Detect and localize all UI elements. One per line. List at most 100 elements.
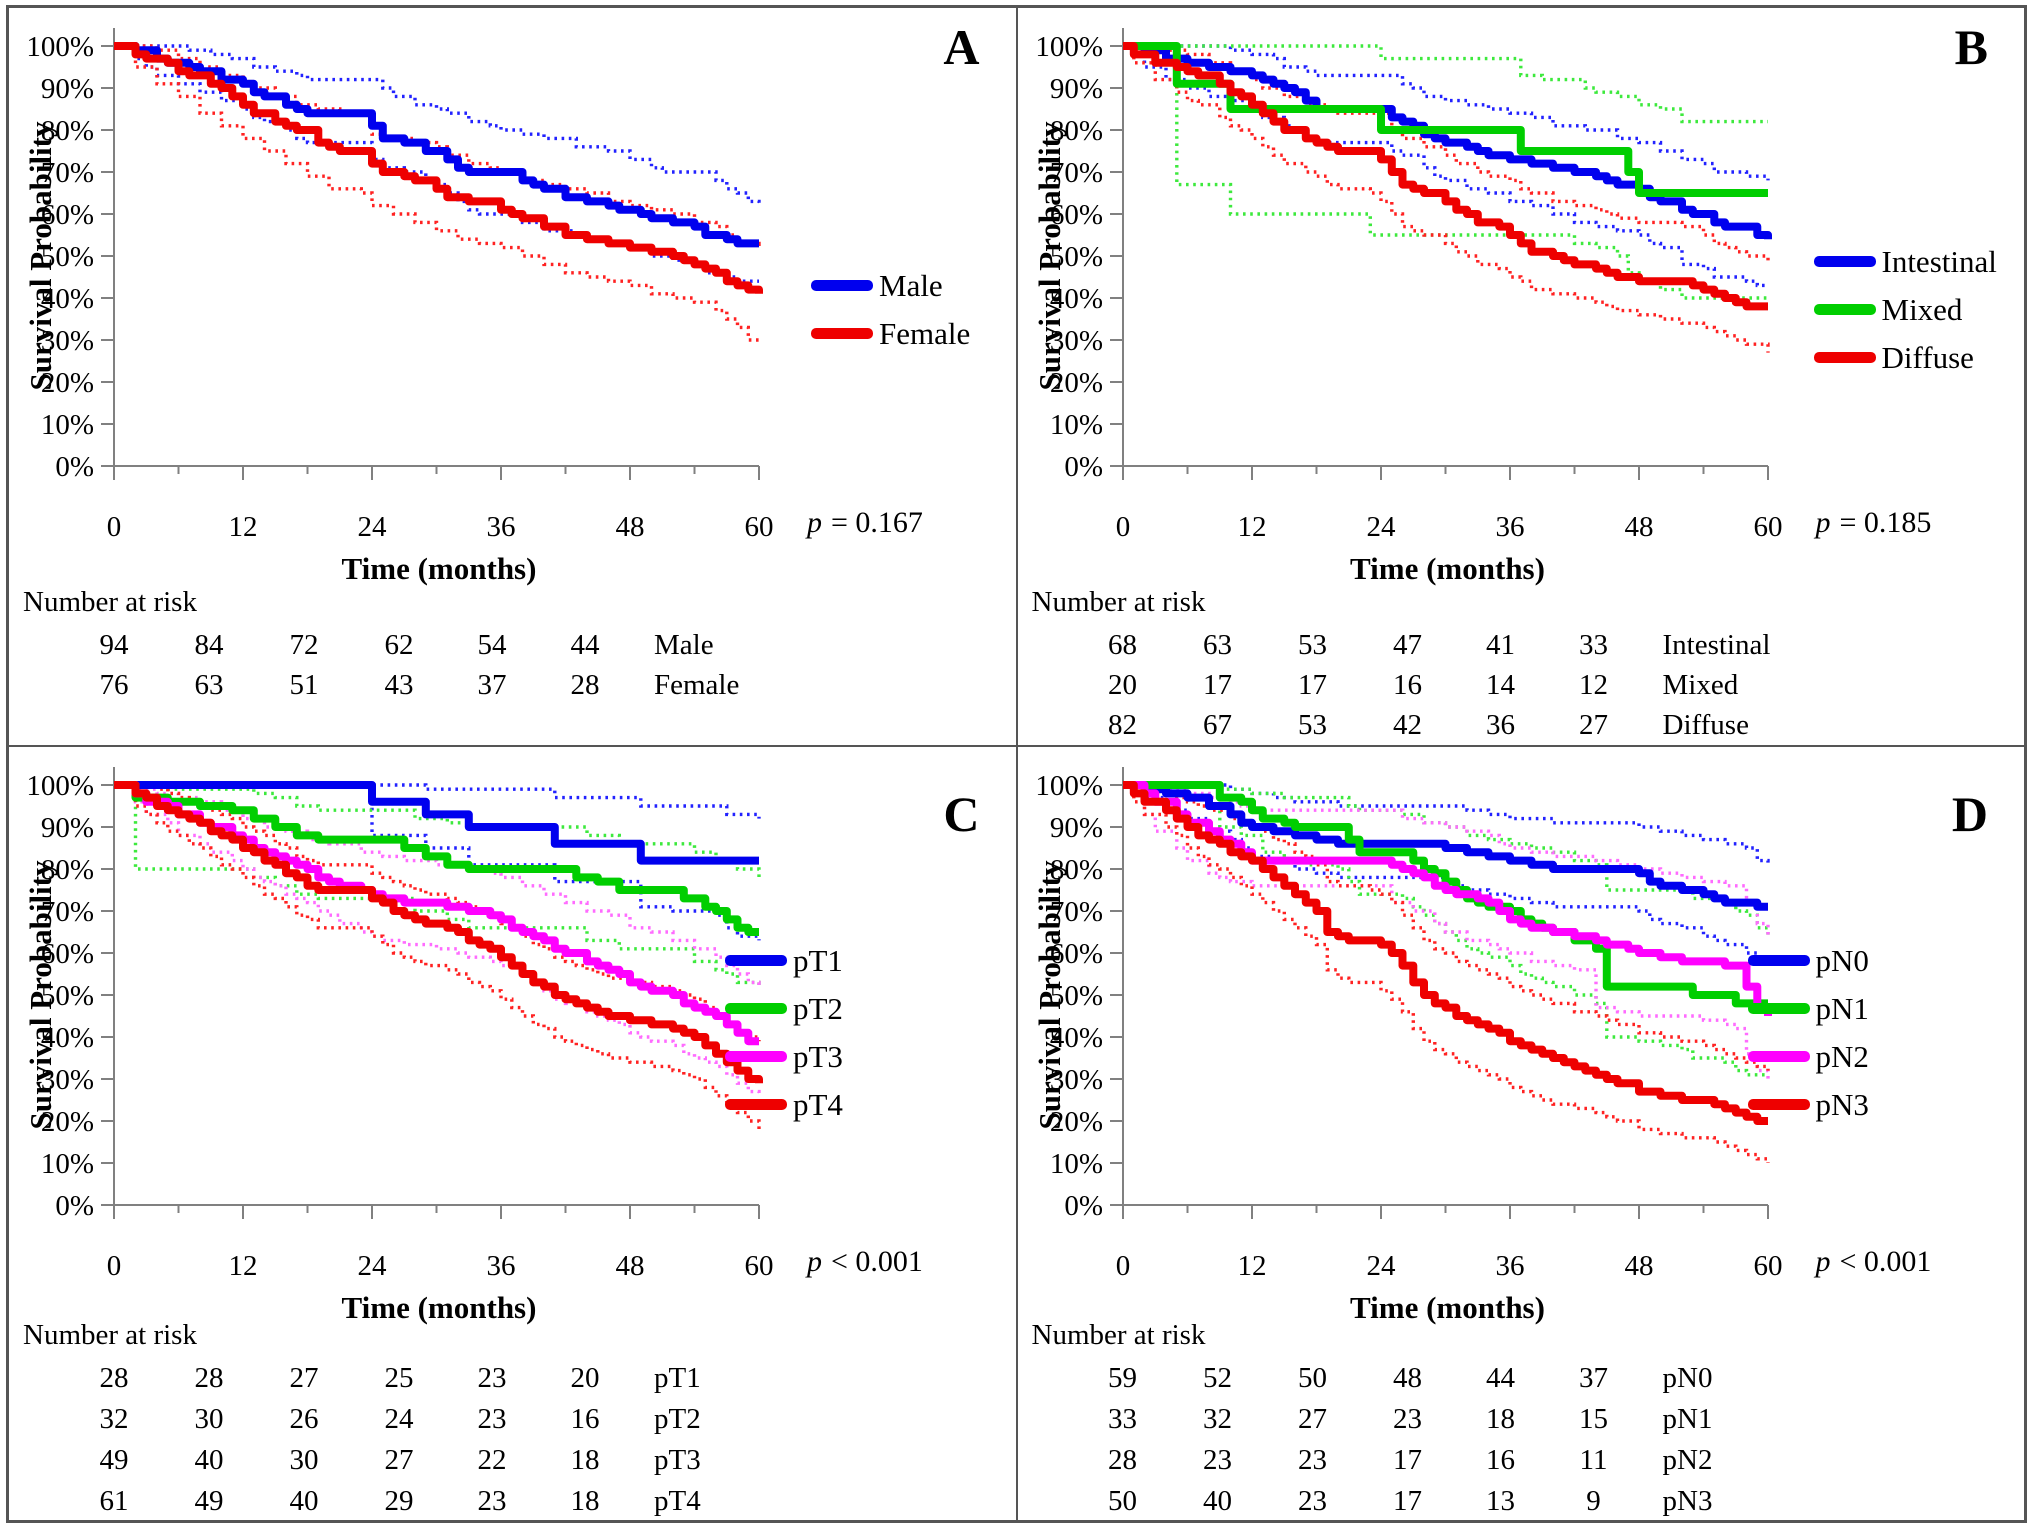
x-tick-label: 60 bbox=[1753, 1250, 1782, 1282]
y-tick-label: 100% bbox=[26, 31, 94, 63]
x-tick-label: 60 bbox=[1753, 511, 1782, 543]
tick-labels: 0% 10% 20% 30% 40% 50% 60% 70% 80% 90% 100% 0 12 24 36… bbox=[26, 770, 773, 1282]
risk-count: 33 bbox=[1579, 629, 1608, 661]
x-tick-label: 0 bbox=[107, 511, 122, 543]
risk-count: 24 bbox=[384, 1403, 414, 1435]
legend-label: pT1 bbox=[793, 943, 843, 978]
ci-upper-pT2 bbox=[114, 783, 761, 878]
risk-count: 28 bbox=[99, 1362, 129, 1394]
risk-table-rows: 68 63 53 47 41 33 Intestinal 20 17 17 16 14 12 Mixed 8… bbox=[1018, 625, 2025, 745]
x-axis-title: Time (months) bbox=[1350, 551, 1545, 586]
y-tick-label: 40% bbox=[1049, 283, 1102, 315]
plot-A: 0% 10% 20% 30% 40% 50% 60% 70% 80% 90% 100% 0 12 24 36… bbox=[26, 28, 774, 543]
risk-count: 18 bbox=[1486, 1403, 1515, 1435]
x-tick-label: 36 bbox=[487, 511, 516, 543]
x-axis-title: Time (months) bbox=[341, 551, 537, 586]
risk-row-label: Intestinal bbox=[1662, 629, 1771, 661]
risk-count: 51 bbox=[289, 669, 319, 701]
p-value: p < 0.001 bbox=[807, 1245, 923, 1279]
x-tick-label: 48 bbox=[1624, 511, 1653, 543]
legend-label: Female bbox=[879, 316, 971, 351]
tick-labels: 0% 10% 20% 30% 40% 50% 60% 70% 80% 90% 100% 0 12 24 36… bbox=[1035, 770, 1782, 1282]
risk-row-pN1: 33 32 27 23 18 15 pN1 bbox=[1018, 1399, 2025, 1440]
ci-lower-pN0 bbox=[1122, 783, 1770, 966]
x-tick-label: 12 bbox=[1237, 1250, 1266, 1282]
x-tick-label: 12 bbox=[229, 1250, 258, 1282]
legend-label: pN3 bbox=[1815, 1087, 1869, 1122]
y-tick-label: 80% bbox=[41, 854, 94, 886]
y-tick-label: 50% bbox=[1049, 980, 1102, 1012]
y-axis-title: Survival Probability bbox=[1031, 121, 1067, 391]
ci-lower-Diffuse bbox=[1122, 44, 1770, 353]
y-tick-label: 0% bbox=[55, 1190, 94, 1222]
axes bbox=[101, 767, 760, 1219]
survival-curve-pN1 bbox=[1122, 781, 1768, 1008]
ci-lower-pT1 bbox=[114, 783, 761, 941]
legend-item-pN2: pN2 bbox=[1747, 1039, 1869, 1074]
risk-count: 94 bbox=[99, 629, 129, 661]
ci-upper-Diffuse bbox=[1122, 44, 1770, 265]
y-tick-label: 30% bbox=[1049, 325, 1102, 357]
risk-count: 27 bbox=[1298, 1403, 1327, 1435]
ci-lower-pT3 bbox=[114, 783, 761, 1096]
risk-count: 40 bbox=[289, 1485, 319, 1517]
risk-count: 20 bbox=[570, 1362, 600, 1394]
risk-count: 53 bbox=[1298, 709, 1327, 741]
axes bbox=[1109, 767, 1769, 1219]
risk-table-rows: 59 52 50 48 44 37 pN0 33 32 27 23 18 15 pN1 28 23 23 17 16… bbox=[1018, 1358, 2025, 1520]
risk-row-pT3: 49 40 30 27 22 18 pT3 bbox=[9, 1440, 1016, 1481]
y-tick-label: 20% bbox=[1049, 1106, 1102, 1138]
p-value: p = 0.167 bbox=[807, 506, 923, 540]
risk-count: 40 bbox=[194, 1444, 224, 1476]
y-axis-title: Survival Probability bbox=[23, 121, 58, 391]
y-tick-label: 0% bbox=[1064, 451, 1103, 483]
risk-table-rows: 94 84 72 62 54 44 Male 76 63 51 43 37 28 Female bbox=[9, 625, 1016, 705]
risk-row-label: Female bbox=[654, 669, 740, 701]
risk-row-label: pT3 bbox=[654, 1444, 701, 1476]
axes bbox=[1109, 28, 1769, 480]
legend-item-pN1: pN1 bbox=[1747, 993, 1869, 1024]
legend-swatch-pN2 bbox=[1747, 1051, 1810, 1062]
x-tick-label: 24 bbox=[358, 1250, 388, 1282]
legend-label: Intestinal bbox=[1881, 244, 1997, 279]
y-tick-label: 50% bbox=[1049, 241, 1102, 273]
risk-row-Female: 76 63 51 43 37 28 Female bbox=[9, 665, 1016, 705]
km-survival-figure: 0% 10% 20% 30% 40% 50% 60% 70% 80% 90% 100% 0 12 24 36… bbox=[6, 5, 2027, 1523]
legend-label: pT4 bbox=[793, 1087, 843, 1122]
legend-swatch-Diffuse bbox=[1813, 352, 1876, 363]
p-value-text: < 0.001 bbox=[831, 1245, 923, 1278]
risk-count: 67 bbox=[1203, 709, 1232, 741]
plot-C: 0% 10% 20% 30% 40% 50% 60% 70% 80% 90% 100% 0 12 24 36… bbox=[26, 767, 774, 1282]
tick-labels: 0% 10% 20% 30% 40% 50% 60% 70% 80% 90% 100% 0 12 24 36… bbox=[1035, 31, 1782, 543]
risk-count: 32 bbox=[99, 1403, 129, 1435]
panel-D: 0% 10% 20% 30% 40% 50% 60% 70% 80% 90% 100% 0 12 24 36… bbox=[1017, 747, 2025, 1520]
p-symbol: p bbox=[1815, 506, 1831, 539]
risk-count: 23 bbox=[477, 1362, 507, 1394]
risk-count: 29 bbox=[384, 1485, 414, 1517]
y-tick-label: 60% bbox=[1049, 938, 1102, 970]
y-tick-label: 40% bbox=[41, 283, 94, 315]
legend-label: pT2 bbox=[793, 991, 843, 1026]
risk-count: 63 bbox=[194, 669, 224, 701]
y-tick-label: 90% bbox=[1049, 812, 1102, 844]
survival-curve-pT1 bbox=[114, 781, 759, 865]
x-tick-label: 12 bbox=[1237, 511, 1266, 543]
risk-count: 54 bbox=[477, 629, 507, 661]
x-axis-title: Time (months) bbox=[341, 1290, 537, 1325]
legend-swatch-pN1 bbox=[1747, 1003, 1810, 1014]
risk-count: 17 bbox=[1393, 1444, 1422, 1476]
risk-count: 17 bbox=[1393, 1485, 1422, 1517]
p-value-text: < 0.001 bbox=[1839, 1245, 1932, 1278]
risk-row-label: pT2 bbox=[654, 1403, 701, 1435]
p-value-text: = 0.185 bbox=[1839, 506, 1932, 539]
legend-label: pN2 bbox=[1815, 1039, 1869, 1074]
ci-upper-Intestinal bbox=[1122, 44, 1770, 181]
x-tick-label: 0 bbox=[1115, 511, 1130, 543]
risk-count: 76 bbox=[99, 669, 129, 701]
y-tick-label: 100% bbox=[26, 770, 94, 802]
y-tick-label: 90% bbox=[41, 73, 94, 105]
risk-count: 28 bbox=[570, 669, 600, 701]
risk-count: 23 bbox=[477, 1485, 507, 1517]
risk-row-pN2: 28 23 23 17 16 11 pN2 bbox=[1018, 1440, 2025, 1481]
risk-count: 33 bbox=[1108, 1403, 1137, 1435]
